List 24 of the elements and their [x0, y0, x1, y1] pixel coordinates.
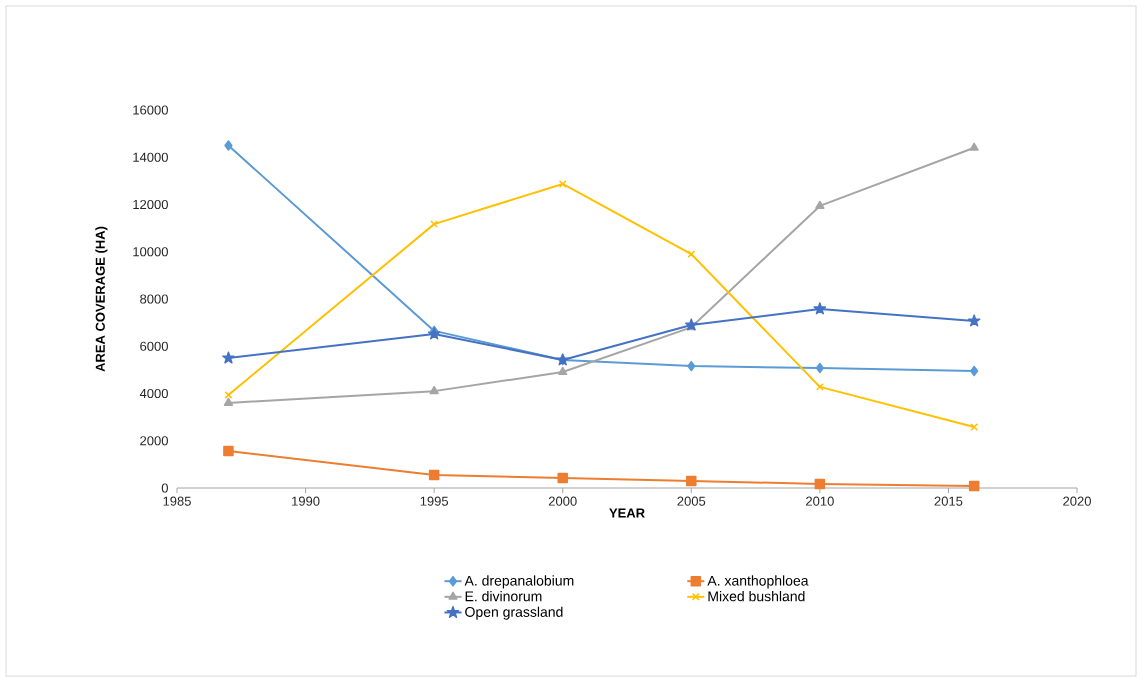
x-tick-label: 2000	[548, 496, 577, 506]
x-tick-label: 1985	[163, 496, 191, 506]
y-tick-label: 14000	[133, 152, 168, 162]
y-tick-label: 16000	[133, 105, 168, 115]
legend-label: Mixed bushland	[708, 591, 805, 602]
x-tick-label: 2005	[677, 496, 706, 506]
y-tick-label: 10000	[133, 247, 168, 257]
x-tick-label: 2015	[934, 496, 963, 506]
y-tick-label: 12000	[133, 199, 168, 210]
y-tick-label: 0	[161, 483, 168, 493]
legend-label: A. drepanalobium	[464, 575, 574, 589]
legend-label: E. divinorum	[465, 591, 542, 602]
x-axis-title: YEAR	[609, 508, 645, 518]
y-axis-title: AREA COVERAGE (HA)	[95, 226, 108, 372]
x-tick-label: 2010	[806, 496, 834, 506]
x-tick-label: 1990	[292, 496, 320, 506]
legend-label: A. xanthophloea	[707, 575, 809, 589]
y-tick-label: 8000	[140, 294, 168, 304]
y-tick-label: 6000	[140, 341, 168, 351]
x-tick-label: 2020	[1063, 496, 1091, 506]
x-tick-label: 1995	[420, 496, 449, 506]
y-tick-label: 2000	[140, 436, 168, 446]
y-tick-label: 4000	[139, 388, 168, 399]
legend-label: Open grassland	[465, 606, 563, 620]
